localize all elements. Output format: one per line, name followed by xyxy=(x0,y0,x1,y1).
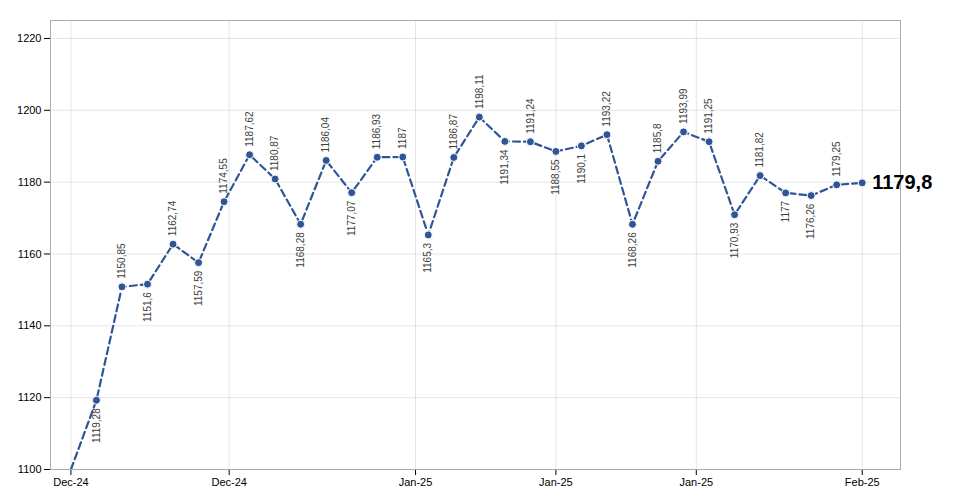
svg-text:1188,55: 1188,55 xyxy=(550,159,561,195)
svg-text:Jan-25: Jan-25 xyxy=(539,476,573,488)
svg-text:1151,6: 1151,6 xyxy=(142,292,153,322)
svg-text:Feb-25: Feb-25 xyxy=(845,476,880,488)
svg-text:1174,55: 1174,55 xyxy=(218,158,229,194)
svg-text:1157,59: 1157,59 xyxy=(193,270,204,306)
svg-text:Dec-24: Dec-24 xyxy=(211,476,246,488)
svg-text:1180: 1180 xyxy=(18,176,42,188)
svg-text:1200: 1200 xyxy=(17,104,41,116)
svg-text:Jan-25: Jan-25 xyxy=(679,476,713,488)
svg-text:1100: 1100 xyxy=(18,463,42,475)
svg-text:1162,74: 1162,74 xyxy=(167,200,178,236)
svg-text:1186,93: 1186,93 xyxy=(371,113,382,149)
svg-text:1191,34: 1191,34 xyxy=(499,149,510,185)
svg-text:1140: 1140 xyxy=(18,319,42,331)
svg-text:1191,25: 1191,25 xyxy=(703,98,714,134)
svg-text:1160: 1160 xyxy=(18,248,42,260)
svg-text:1179,8: 1179,8 xyxy=(872,171,932,193)
svg-text:1187,62: 1187,62 xyxy=(244,111,255,147)
svg-text:1168,28: 1168,28 xyxy=(295,232,306,268)
svg-text:1177,07: 1177,07 xyxy=(346,200,357,236)
svg-text:1177: 1177 xyxy=(780,200,791,222)
svg-text:1179,25: 1179,25 xyxy=(831,141,842,177)
svg-text:1193,99: 1193,99 xyxy=(678,88,689,124)
svg-text:1185,8: 1185,8 xyxy=(652,123,663,153)
svg-text:Dec-24: Dec-24 xyxy=(53,476,88,488)
svg-text:1168,26: 1168,26 xyxy=(627,232,638,268)
svg-text:1180,87: 1180,87 xyxy=(269,135,280,171)
svg-text:1198,11: 1198,11 xyxy=(474,74,485,109)
svg-text:1187: 1187 xyxy=(397,127,408,149)
svg-text:1193,22: 1193,22 xyxy=(601,91,612,127)
svg-text:1186,04: 1186,04 xyxy=(320,117,331,153)
svg-text:1190,1: 1190,1 xyxy=(576,153,587,183)
svg-text:1181,82: 1181,82 xyxy=(754,132,765,168)
svg-text:1191,24: 1191,24 xyxy=(525,98,536,134)
svg-text:1120: 1120 xyxy=(18,391,42,403)
svg-text:1186,87: 1186,87 xyxy=(448,114,459,150)
svg-text:1220: 1220 xyxy=(17,32,41,44)
svg-text:1150,85: 1150,85 xyxy=(116,243,127,279)
svg-text:Jan-25: Jan-25 xyxy=(399,476,433,488)
svg-text:1165,3: 1165,3 xyxy=(422,243,433,273)
svg-text:1176,26: 1176,26 xyxy=(805,203,816,239)
svg-text:1119,28: 1119,28 xyxy=(91,408,102,443)
svg-text:1170,93: 1170,93 xyxy=(729,222,740,258)
